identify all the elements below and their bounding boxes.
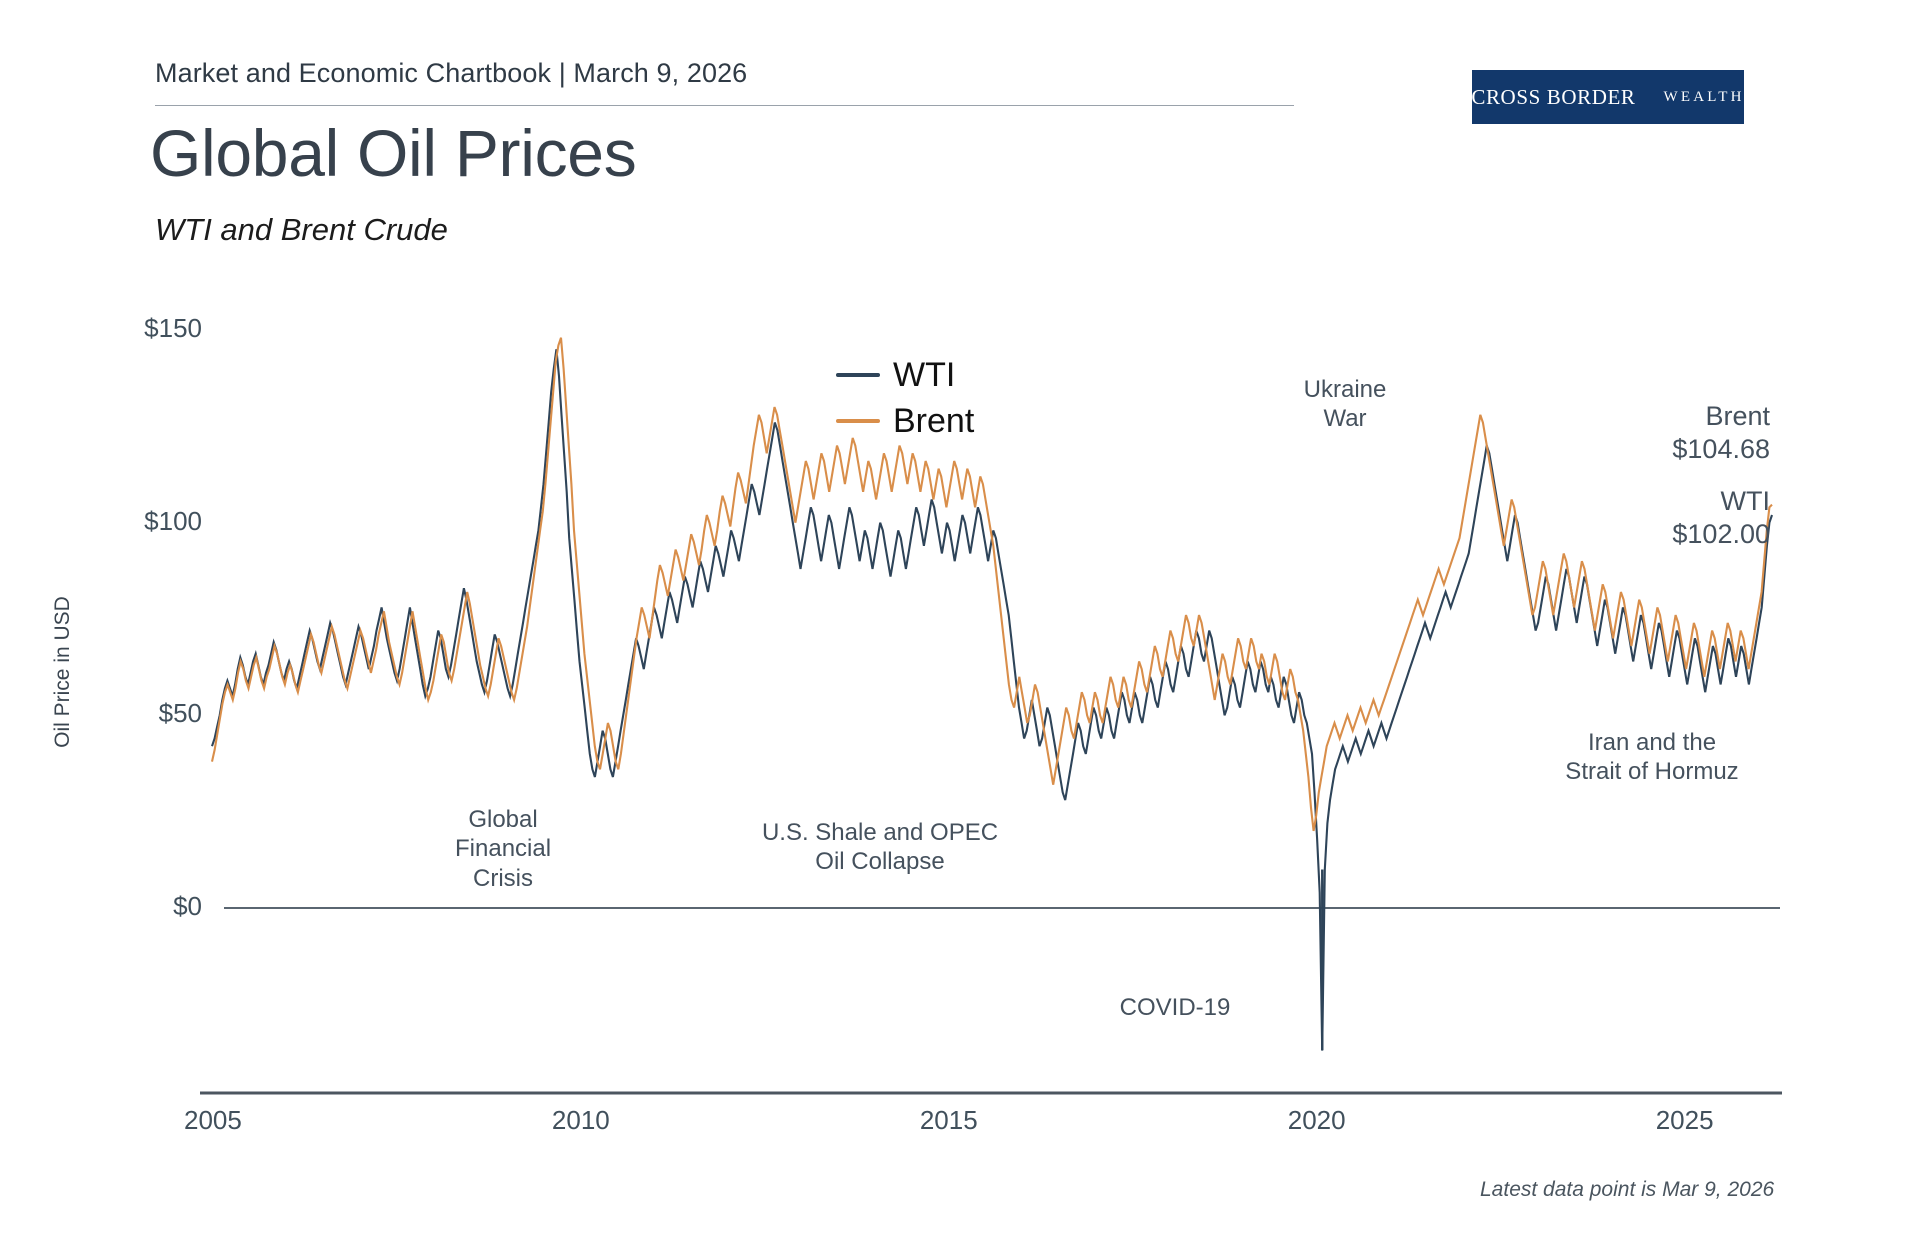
header-divider — [155, 105, 1294, 106]
logo-primary-text: CROSS BORDER — [1471, 84, 1636, 109]
legend-swatch-brent — [836, 419, 880, 423]
annotation-ukraine-war: Ukraine War — [1304, 375, 1387, 434]
logo-secondary-text: WEALTH — [1663, 88, 1745, 105]
x-tick-2005: 2005 — [184, 1105, 242, 1135]
annotation-line: Financial — [455, 835, 552, 863]
series-line-wti — [211, 349, 1773, 1051]
legend-item-wti[interactable]: WTI — [836, 352, 974, 398]
annotation-line: Ukraine — [1303, 376, 1387, 403]
y-tick-usd-100: $100 — [144, 505, 202, 536]
x-tick-2010: 2010 — [551, 1105, 610, 1135]
annotation-line: Crisis — [473, 864, 534, 892]
chartbook-eyebrow: Market and Economic Chartbook | March 9,… — [155, 58, 748, 88]
legend-label-wti: WTI — [893, 355, 956, 394]
page-title: Global Oil Prices — [150, 116, 637, 190]
end-label-brent-name: Brent — [1705, 401, 1770, 431]
annotation-line: Strait of Hormuz — [1565, 758, 1739, 786]
annotation-shale-opec: U.S. Shale and OPEC Oil Collapse — [762, 818, 998, 877]
legend-swatch-wti — [836, 373, 880, 377]
y-tick-usd-50: $50 — [158, 698, 202, 729]
brand-logo: CROSS BORDER WEALTH — [1471, 70, 1745, 124]
y-tick-usd-0: $0 — [173, 891, 202, 921]
y-axis-title: Oil Price in USD — [51, 596, 74, 748]
end-label-wti: WTI $102.00 — [1640, 485, 1770, 552]
annotation-line: U.S. Shale and OPEC — [761, 819, 999, 846]
legend-label-brent: Brent — [893, 401, 975, 440]
end-label-brent: Brent $104.68 — [1640, 400, 1770, 467]
annotation-line: Global — [468, 806, 538, 833]
end-label-wti-name: WTI — [1720, 486, 1770, 516]
annotation-global-financial-crisis: Global Financial Crisis — [455, 805, 551, 893]
end-label-brent-value: $104.68 — [1672, 434, 1770, 465]
y-tick-usd-150: $150 — [144, 313, 202, 343]
page-subtitle: WTI and Brent Crude — [155, 212, 448, 247]
x-tick-2020: 2020 — [1287, 1105, 1346, 1135]
annotation-line: Oil Collapse — [815, 848, 945, 876]
annotation-line: COVID-19 — [1119, 994, 1231, 1021]
footer-note: Latest data point is Mar 9, 2026 — [1480, 1178, 1775, 1201]
annotation-line: War — [1323, 405, 1367, 433]
chart-legend: WTI Brent — [836, 352, 974, 444]
series-line-brent — [210, 337, 1773, 832]
x-tick-2025: 2025 — [1655, 1105, 1714, 1135]
end-label-wti-value: $102.00 — [1672, 519, 1770, 550]
x-tick-2015: 2015 — [919, 1105, 978, 1135]
annotation-covid-19: COVID-19 — [1120, 993, 1231, 1022]
annotation-line: Iran and the — [1587, 729, 1717, 756]
annotation-iran-hormuz: Iran and the Strait of Hormuz — [1565, 728, 1738, 787]
legend-item-brent[interactable]: Brent — [836, 398, 974, 444]
